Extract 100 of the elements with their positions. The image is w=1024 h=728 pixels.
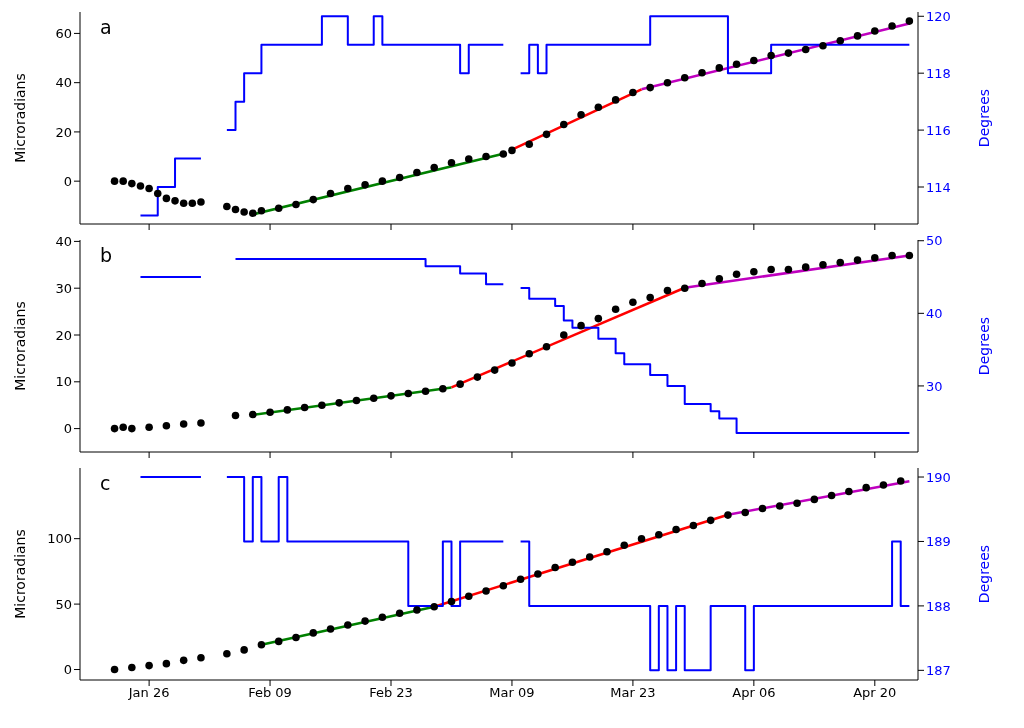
point	[879, 481, 888, 489]
point	[231, 205, 240, 214]
point	[741, 508, 749, 517]
x-tick-label: Mar 23	[610, 685, 656, 701]
point	[698, 279, 706, 288]
point	[853, 256, 862, 264]
point	[827, 491, 836, 500]
point	[300, 403, 309, 412]
point	[784, 49, 793, 57]
y2-tick-label: 189	[926, 534, 951, 550]
point	[257, 206, 266, 215]
y2-tick-label: 50	[926, 233, 943, 249]
y2-tick-label: 30	[926, 378, 943, 394]
y-tick-label: 60	[55, 26, 72, 42]
point	[344, 621, 352, 629]
point	[309, 195, 318, 204]
point	[292, 633, 300, 642]
point	[888, 251, 896, 260]
point	[499, 582, 508, 590]
point	[715, 64, 724, 72]
point	[439, 385, 447, 393]
point	[620, 541, 629, 549]
point	[853, 32, 862, 40]
y-axis-title: Microradians	[11, 529, 28, 619]
y-tick-label: 0	[63, 173, 72, 189]
point	[577, 321, 585, 330]
point	[490, 366, 499, 374]
y2-tick-label: 40	[926, 305, 943, 321]
y2-axis-title: Degrees	[975, 316, 992, 376]
point	[223, 202, 231, 211]
point	[775, 502, 784, 510]
point	[309, 629, 318, 637]
point	[153, 189, 162, 198]
y-axis-title: Microradians	[11, 73, 28, 163]
point	[585, 553, 594, 561]
point	[456, 380, 464, 388]
x-tick-label: Feb 23	[369, 685, 413, 701]
point	[240, 646, 248, 654]
point	[119, 177, 127, 185]
y-tick-label: 20	[55, 327, 72, 343]
y2-tick-label: 187	[926, 662, 951, 678]
y-tick-label: 0	[63, 421, 72, 437]
point	[274, 637, 283, 646]
point	[197, 198, 205, 206]
x-tick-label: Apr 20	[853, 685, 897, 701]
point	[637, 534, 646, 543]
point	[594, 314, 603, 323]
y-tick-label: 20	[55, 124, 72, 140]
y-tick-label: 100	[47, 531, 72, 547]
y2-tick-label: 114	[926, 179, 951, 195]
point	[231, 411, 240, 420]
point	[387, 392, 395, 400]
point	[732, 60, 741, 68]
point	[369, 394, 378, 402]
point	[110, 177, 119, 185]
point	[266, 408, 274, 416]
point	[836, 37, 845, 45]
y2-axis-title: Degrees	[975, 88, 992, 148]
point	[447, 597, 456, 606]
y2-tick-label: 188	[926, 598, 951, 614]
x-tick-label: Feb 09	[248, 685, 292, 701]
chart-title: b	[100, 244, 113, 266]
point	[551, 563, 559, 572]
point	[793, 499, 801, 508]
point	[473, 373, 482, 381]
point	[430, 602, 438, 611]
point	[698, 69, 706, 77]
point	[542, 342, 551, 351]
point	[750, 268, 758, 276]
point	[171, 197, 179, 205]
point	[318, 401, 326, 409]
point	[888, 22, 896, 30]
point	[905, 17, 914, 25]
point	[482, 587, 490, 595]
point	[326, 625, 335, 633]
point	[413, 606, 421, 614]
y-tick-label: 30	[55, 280, 72, 296]
point	[672, 525, 680, 534]
point	[680, 73, 689, 82]
point	[292, 200, 300, 209]
point	[395, 609, 404, 618]
point	[845, 487, 853, 496]
point	[508, 359, 516, 367]
point	[110, 424, 119, 433]
point	[715, 275, 724, 283]
point	[871, 27, 879, 35]
point	[862, 483, 870, 492]
point	[646, 293, 654, 302]
y2-axis-title: Degrees	[975, 544, 992, 604]
point	[223, 650, 231, 658]
point	[896, 477, 905, 485]
y-axis-title: Microradians	[11, 301, 28, 391]
point	[629, 298, 637, 307]
point	[249, 209, 257, 217]
point	[836, 258, 845, 267]
point	[655, 530, 663, 539]
point	[801, 45, 810, 54]
point	[179, 199, 188, 208]
point	[274, 204, 283, 213]
point	[706, 516, 715, 525]
